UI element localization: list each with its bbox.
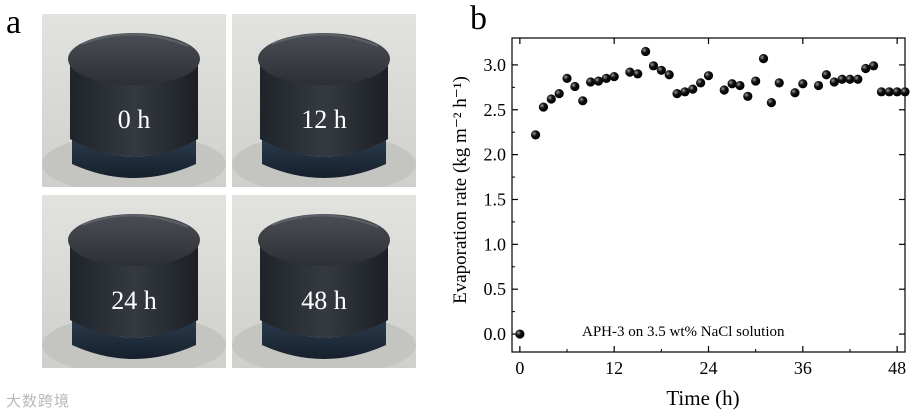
data-point xyxy=(593,76,604,86)
y-tick-label: 3.0 xyxy=(484,55,507,75)
data-point xyxy=(688,84,698,94)
data-point xyxy=(766,97,776,108)
data-point xyxy=(829,77,839,87)
y-tick-label: 1.5 xyxy=(484,189,507,209)
data-point xyxy=(845,74,855,84)
data-point xyxy=(853,74,863,84)
x-axis-label: Time (h) xyxy=(666,386,739,410)
y-axis: 0.0 0.5 1.0 1.5 2.0 2.5 3.0 xyxy=(484,55,905,344)
data-point xyxy=(861,63,871,74)
data-point xyxy=(735,80,745,91)
evaporator-photo-image xyxy=(232,195,416,368)
panel-b-letter: b xyxy=(470,0,487,37)
data-point xyxy=(672,89,682,99)
data-point xyxy=(570,81,580,92)
panel-a-letter: a xyxy=(6,4,22,41)
data-point xyxy=(727,79,737,89)
evaporation-chart: 0.0 0.5 1.0 1.5 2.0 2.5 3.0 0 12 24 36 48 APH-3 on… xyxy=(450,37,910,410)
data-point xyxy=(633,69,643,79)
data-series xyxy=(515,46,910,339)
data-point xyxy=(538,102,549,112)
data-point xyxy=(719,85,729,95)
data-point xyxy=(530,130,541,140)
evaporator-photo-image xyxy=(42,195,226,368)
photo-label: 12 h xyxy=(301,105,347,134)
data-point xyxy=(680,87,690,97)
photo-24h: 24 h xyxy=(42,195,226,368)
data-point xyxy=(758,54,769,64)
data-point xyxy=(868,61,879,71)
data-point xyxy=(586,77,596,87)
data-point xyxy=(609,71,619,82)
data-point xyxy=(900,87,910,97)
x-tick-label: 48 xyxy=(888,358,906,378)
data-point xyxy=(876,87,887,97)
photo-48h: 48 h xyxy=(232,195,416,368)
y-tick-label: 1.0 xyxy=(484,234,507,254)
data-point xyxy=(813,80,824,91)
data-point xyxy=(648,61,659,71)
photo-12h: 12 h xyxy=(232,14,416,187)
chart-annotation: APH-3 on 3.5 wt% NaCl solution xyxy=(582,324,785,340)
x-tick-label: 36 xyxy=(794,358,812,378)
photo-label: 48 h xyxy=(301,286,347,315)
photo-label: 24 h xyxy=(111,286,157,315)
data-point xyxy=(554,89,564,99)
data-point xyxy=(578,96,588,106)
y-tick-label: 2.0 xyxy=(484,145,507,165)
photo-label: 0 h xyxy=(117,105,151,134)
x-tick-label: 12 xyxy=(605,358,623,378)
y-tick-label: 0.5 xyxy=(484,279,507,299)
x-tick-label: 0 xyxy=(515,358,524,378)
data-point xyxy=(625,67,635,77)
watermark: 大数跨境 xyxy=(6,392,71,410)
data-point xyxy=(562,73,572,83)
data-point xyxy=(696,78,706,88)
data-point xyxy=(821,70,831,80)
data-point xyxy=(751,76,761,86)
data-point xyxy=(664,70,674,80)
evaporator-photo-image xyxy=(232,14,416,187)
data-point xyxy=(601,73,611,83)
data-point xyxy=(641,46,651,57)
photo-0h: 0 h xyxy=(42,14,226,187)
data-point xyxy=(656,65,666,75)
data-point xyxy=(546,94,556,104)
data-point xyxy=(798,79,808,89)
y-tick-label: 0.0 xyxy=(484,324,507,344)
x-tick-label: 24 xyxy=(700,358,718,378)
data-point xyxy=(743,91,753,101)
data-point xyxy=(515,329,525,339)
data-point xyxy=(774,78,784,88)
evaporator-photo-image xyxy=(42,14,226,187)
data-point xyxy=(837,74,847,84)
y-axis-label: Evaporation rate (kg m⁻² h⁻¹) xyxy=(450,76,471,304)
data-point xyxy=(884,87,894,97)
data-point xyxy=(892,87,902,97)
x-axis: 0 12 24 36 48 xyxy=(515,38,906,378)
data-point xyxy=(703,71,714,81)
data-point xyxy=(790,88,800,98)
y-tick-label: 2.5 xyxy=(484,100,507,120)
